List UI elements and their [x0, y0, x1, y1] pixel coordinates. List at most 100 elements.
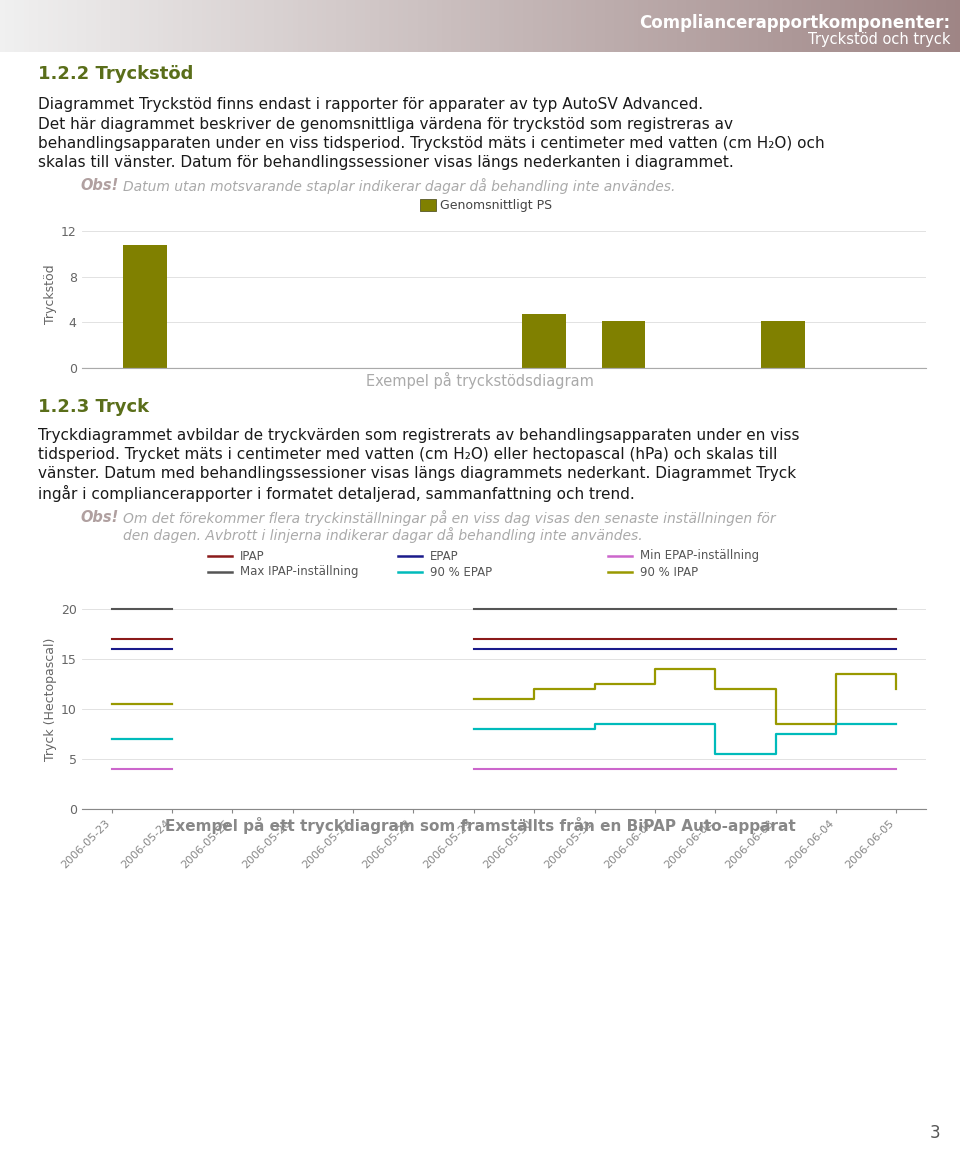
Bar [600, 0, 606, 52]
Bar [420, 200, 436, 211]
Bar [782, 0, 788, 52]
Bar [768, 0, 774, 52]
Bar [576, 0, 582, 52]
Text: tidsperiod. Trycket mäts i centimeter med vatten (cm H₂O) eller hectopascal (hPa: tidsperiod. Trycket mäts i centimeter me… [38, 447, 778, 462]
Bar [557, 0, 563, 52]
Text: den dagen. Avbrott i linjerna indikerar dagar då behandling inte användes.: den dagen. Avbrott i linjerna indikerar … [123, 527, 642, 543]
Bar [384, 0, 390, 52]
Text: Datum utan motsvarande staplar indikerar dagar då behandling inte användes.: Datum utan motsvarande staplar indikerar… [123, 177, 676, 194]
Bar [456, 0, 462, 52]
Bar [898, 0, 903, 52]
Bar [10, 0, 15, 52]
Bar [53, 0, 59, 52]
Bar [869, 0, 875, 52]
Bar [96, 0, 102, 52]
Bar [950, 0, 956, 52]
Bar [29, 0, 35, 52]
Bar [326, 0, 332, 52]
Bar [797, 0, 803, 52]
Text: behandlingsapparaten under en viss tidsperiod. Tryckstöd mäts i centimeter med v: behandlingsapparaten under en viss tidsp… [38, 136, 825, 151]
Bar [288, 0, 294, 52]
Bar [571, 0, 577, 52]
Bar [221, 0, 227, 52]
Bar [355, 0, 361, 52]
Bar [461, 0, 467, 52]
Bar [730, 0, 735, 52]
Bar [653, 0, 659, 52]
Bar [480, 0, 486, 52]
Bar [442, 0, 447, 52]
Text: Genomsnittligt PS: Genomsnittligt PS [440, 198, 552, 211]
Bar [720, 0, 726, 52]
Bar [754, 0, 759, 52]
Bar [610, 0, 615, 52]
Text: skalas till vänster. Datum för behandlingssessioner visas längs nederkanten i di: skalas till vänster. Datum för behandlin… [38, 155, 733, 171]
Bar [802, 0, 807, 52]
Text: 3: 3 [929, 1124, 940, 1141]
Y-axis label: Tryckstöd: Tryckstöd [44, 264, 57, 324]
Bar [806, 0, 812, 52]
Bar [58, 0, 63, 52]
Text: Det här diagrammet beskriver de genomsnittliga värdena för tryckstöd som registr: Det här diagrammet beskriver de genomsni… [38, 117, 733, 132]
Bar [115, 0, 121, 52]
Bar [134, 0, 140, 52]
Bar [850, 0, 855, 52]
Bar [341, 0, 347, 52]
Bar [124, 245, 167, 368]
Bar [614, 0, 620, 52]
Bar [302, 0, 308, 52]
Bar [62, 0, 68, 52]
Bar [840, 0, 846, 52]
Bar [5, 0, 11, 52]
Bar [701, 0, 707, 52]
Bar [264, 0, 270, 52]
Bar [350, 0, 356, 52]
Bar [427, 0, 433, 52]
Bar [149, 0, 155, 52]
Bar [365, 0, 371, 52]
Bar [106, 0, 111, 52]
Bar [696, 0, 702, 52]
Bar [922, 0, 927, 52]
Bar [941, 0, 947, 52]
Bar [403, 0, 409, 52]
Bar [624, 0, 630, 52]
Bar [432, 0, 438, 52]
Bar [91, 0, 97, 52]
Bar [202, 0, 207, 52]
Bar [173, 0, 179, 52]
Bar [120, 0, 126, 52]
Bar [269, 0, 275, 52]
Bar [19, 0, 25, 52]
Bar [38, 0, 44, 52]
Bar [595, 0, 601, 52]
Bar [389, 0, 395, 52]
Bar [14, 0, 20, 52]
Bar [835, 0, 841, 52]
Bar [672, 0, 678, 52]
Text: IPAP: IPAP [240, 550, 265, 563]
Text: Exempel på tryckstödsdiagram: Exempel på tryckstödsdiagram [366, 372, 594, 389]
Bar [691, 0, 697, 52]
Bar [946, 0, 951, 52]
Bar [739, 0, 745, 52]
Text: 1.2.3 Tryck: 1.2.3 Tryck [38, 398, 149, 416]
Bar [893, 0, 899, 52]
Bar [110, 0, 116, 52]
Bar [912, 0, 918, 52]
Bar [744, 0, 750, 52]
Bar [504, 0, 510, 52]
Bar [830, 0, 836, 52]
Text: ingår i compliancerapporter i formatet detaljerad, sammanfattning och trend.: ingår i compliancerapporter i formatet d… [38, 485, 635, 502]
Bar [139, 0, 145, 52]
Bar [485, 0, 491, 52]
Bar [581, 0, 587, 52]
Bar [686, 0, 692, 52]
Bar [634, 0, 639, 52]
Bar [158, 0, 164, 52]
Bar [638, 0, 644, 52]
Bar [494, 0, 500, 52]
Bar [811, 0, 817, 52]
Bar [499, 0, 505, 52]
Bar [792, 0, 798, 52]
